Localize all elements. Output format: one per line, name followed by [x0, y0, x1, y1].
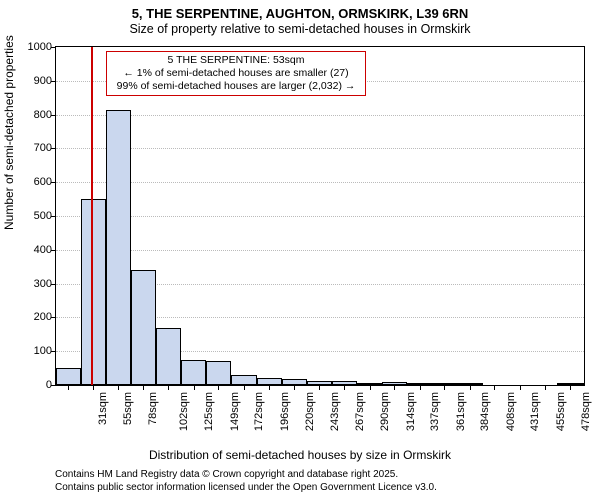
x-tick-label: 478sqm	[580, 392, 592, 431]
attribution-line1: Contains HM Land Registry data © Crown c…	[55, 469, 398, 480]
x-tick-mark	[444, 385, 445, 390]
x-tick-mark	[545, 385, 546, 390]
y-tick-label: 500	[34, 210, 52, 222]
x-tick-label: 384sqm	[479, 392, 491, 431]
x-tick-mark	[294, 385, 295, 390]
grid-line	[56, 115, 584, 116]
x-tick-label: 455sqm	[555, 392, 567, 431]
histogram-bar	[181, 360, 207, 385]
x-tick-label: 78sqm	[147, 392, 159, 425]
x-tick-mark	[218, 385, 219, 390]
x-tick-mark	[244, 385, 245, 390]
x-tick-mark	[93, 385, 94, 390]
x-tick-mark	[118, 385, 119, 390]
chart-title-main: 5, THE SERPENTINE, AUGHTON, ORMSKIRK, L3…	[0, 6, 600, 21]
x-tick-label: 408sqm	[505, 392, 517, 431]
reference-line	[91, 47, 93, 385]
x-tick-label: 149sqm	[229, 392, 241, 431]
annotation-line3: 99% of semi-detached houses are larger (…	[117, 80, 356, 92]
x-tick-mark	[194, 385, 195, 390]
x-tick-mark	[420, 385, 421, 390]
x-tick-mark	[168, 385, 169, 390]
y-tick-label: 300	[34, 278, 52, 290]
x-tick-label: 102sqm	[179, 392, 191, 431]
x-tick-label: 431sqm	[530, 392, 542, 431]
y-tick-label: 600	[34, 176, 52, 188]
x-tick-label: 361sqm	[455, 392, 467, 431]
x-tick-mark	[394, 385, 395, 390]
attribution-line2: Contains public sector information licen…	[55, 482, 437, 493]
x-tick-mark	[143, 385, 144, 390]
x-tick-label: 220sqm	[304, 392, 316, 431]
y-tick-label: 700	[34, 142, 52, 154]
histogram-bar	[156, 328, 181, 385]
plot-area: 5 THE SERPENTINE: 53sqm← 1% of semi-deta…	[55, 46, 585, 386]
x-tick-label: 125sqm	[203, 392, 215, 431]
x-axis-label: Distribution of semi-detached houses by …	[0, 448, 600, 462]
y-tick-label: 900	[34, 75, 52, 87]
grid-line	[56, 216, 584, 217]
y-tick-label: 400	[34, 244, 52, 256]
chart-container: 5, THE SERPENTINE, AUGHTON, ORMSKIRK, L3…	[0, 0, 600, 500]
x-tick-mark	[68, 385, 69, 390]
chart-title-sub: Size of property relative to semi-detach…	[0, 22, 600, 36]
histogram-bar	[81, 199, 107, 385]
histogram-bar	[206, 361, 231, 385]
x-tick-mark	[470, 385, 471, 390]
annotation-line1: 5 THE SERPENTINE: 53sqm	[168, 54, 305, 66]
histogram-bar	[56, 368, 81, 385]
annotation-box: 5 THE SERPENTINE: 53sqm← 1% of semi-deta…	[106, 51, 366, 96]
grid-line	[56, 182, 584, 183]
x-tick-label: 55sqm	[122, 392, 134, 425]
x-tick-mark	[269, 385, 270, 390]
x-tick-mark	[370, 385, 371, 390]
x-tick-label: 290sqm	[379, 392, 391, 431]
x-tick-label: 267sqm	[355, 392, 367, 431]
histogram-bar	[106, 110, 131, 385]
y-tick-label: 100	[34, 345, 52, 357]
x-tick-mark	[344, 385, 345, 390]
grid-line	[56, 148, 584, 149]
y-axis-label: Number of semi-detached properties	[2, 35, 16, 230]
x-tick-label: 31sqm	[97, 392, 109, 425]
x-tick-mark	[520, 385, 521, 390]
histogram-bar	[257, 378, 283, 385]
x-tick-label: 243sqm	[329, 392, 341, 431]
x-tick-label: 172sqm	[253, 392, 265, 431]
x-tick-label: 196sqm	[279, 392, 291, 431]
y-tick-label: 1000	[28, 41, 52, 53]
histogram-bar	[131, 270, 157, 385]
y-tick-label: 0	[46, 379, 52, 391]
x-tick-label: 337sqm	[429, 392, 441, 431]
x-tick-mark	[570, 385, 571, 390]
annotation-line2: ← 1% of semi-detached houses are smaller…	[123, 67, 348, 79]
y-tick-label: 200	[34, 311, 52, 323]
y-tick-label: 800	[34, 109, 52, 121]
grid-line	[56, 250, 584, 251]
histogram-bar	[231, 375, 257, 385]
x-tick-mark	[319, 385, 320, 390]
attribution-text: Contains HM Land Registry data © Crown c…	[55, 468, 437, 494]
x-tick-mark	[494, 385, 495, 390]
x-tick-label: 314sqm	[405, 392, 417, 431]
